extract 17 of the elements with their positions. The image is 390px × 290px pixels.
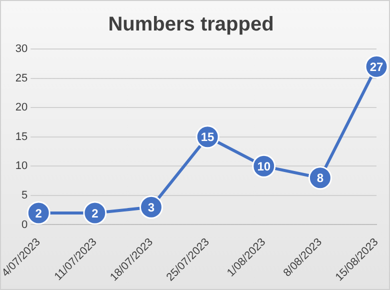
- data-label: 27: [370, 60, 384, 74]
- y-tick-label: 10: [15, 160, 28, 172]
- data-label: 15: [200, 130, 215, 144]
- data-label: 3: [148, 200, 155, 214]
- y-tick-label: 20: [15, 102, 28, 114]
- point: [83, 201, 107, 225]
- y-tick-label: 0: [21, 218, 28, 231]
- data-label: 2: [35, 206, 42, 220]
- y-tick-label: 15: [15, 130, 28, 143]
- data-label: 10: [257, 159, 271, 174]
- y-tick-label: 30: [15, 43, 28, 56]
- y-tick-label: 5: [21, 189, 28, 202]
- y-tick-label: 25: [15, 72, 28, 84]
- chart-title: Numbers trapped: [108, 14, 274, 36]
- data-label: 2: [92, 206, 99, 220]
- data-label: 8: [316, 171, 324, 186]
- point: [26, 201, 50, 225]
